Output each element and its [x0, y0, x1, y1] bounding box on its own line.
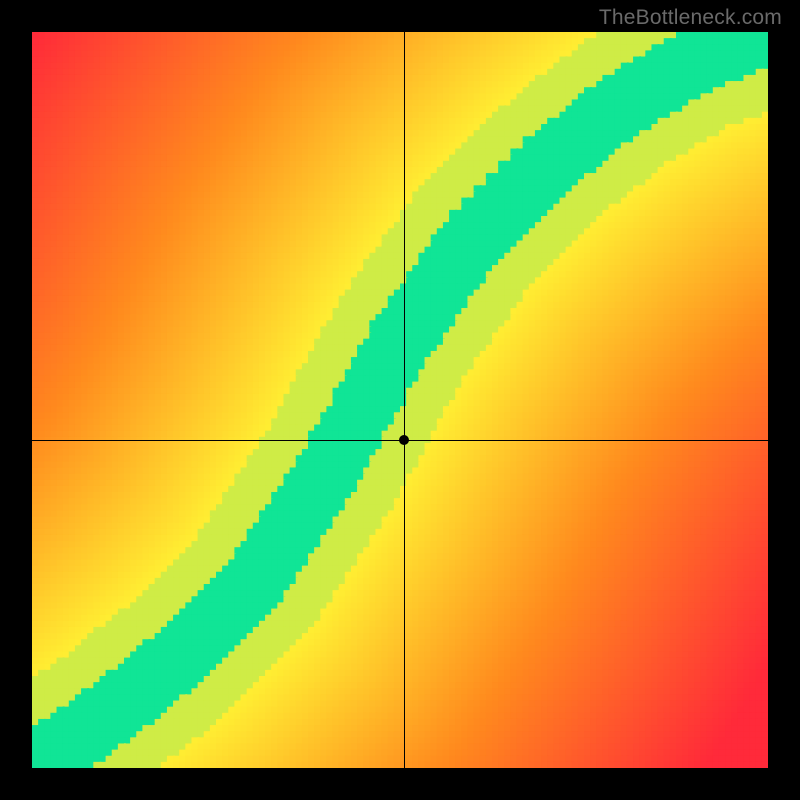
- plot-area: [32, 32, 768, 768]
- crosshair-vertical: [404, 32, 405, 768]
- watermark-text: TheBottleneck.com: [599, 6, 782, 30]
- chart-container: TheBottleneck.com: [0, 0, 800, 800]
- crosshair-marker: [399, 435, 409, 445]
- heatmap-canvas: [32, 32, 768, 768]
